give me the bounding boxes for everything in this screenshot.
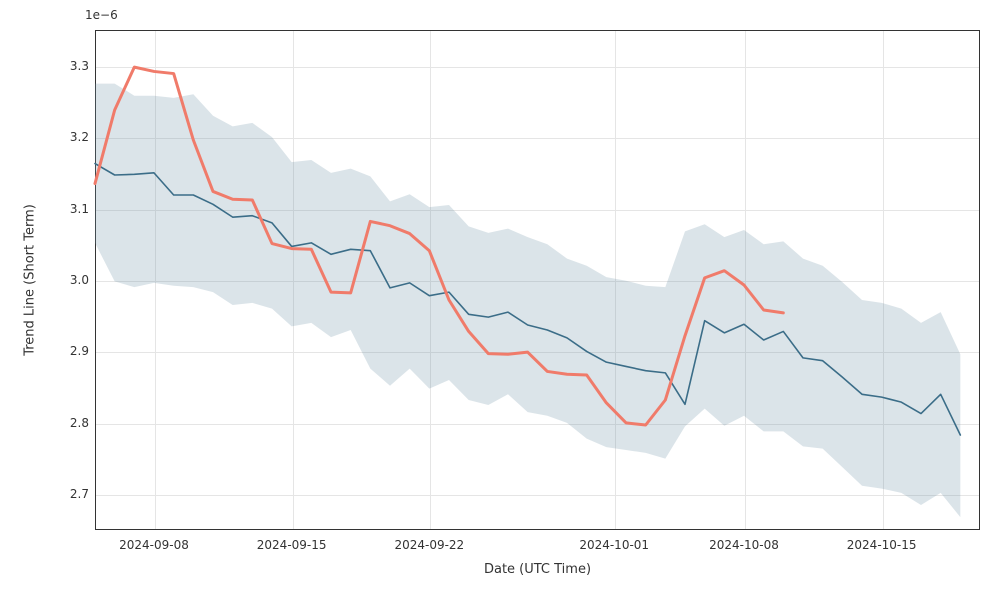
x-tick-label: 2024-10-08 <box>709 538 779 552</box>
y-tick-label: 2.8 <box>65 416 89 430</box>
chart-svg <box>95 30 980 530</box>
trend-chart: 1e−6 Date (UTC Time) Trend Line (Short T… <box>0 0 1000 600</box>
confidence-band <box>95 84 960 518</box>
y-tick-label: 2.9 <box>65 344 89 358</box>
y-axis-label: Trend Line (Short Term) <box>23 204 38 356</box>
x-tick-label: 2024-10-15 <box>847 538 917 552</box>
x-tick-label: 2024-10-01 <box>579 538 649 552</box>
y-offset-text: 1e−6 <box>85 8 118 22</box>
x-axis-label: Date (UTC Time) <box>484 562 591 577</box>
y-tick-label: 3.1 <box>65 202 89 216</box>
y-tick-label: 3.2 <box>65 130 89 144</box>
x-tick-label: 2024-09-22 <box>394 538 464 552</box>
y-tick-label: 3.0 <box>65 273 89 287</box>
y-tick-label: 2.7 <box>65 487 89 501</box>
y-tick-label: 3.3 <box>65 59 89 73</box>
x-tick-label: 2024-09-15 <box>257 538 327 552</box>
x-tick-label: 2024-09-08 <box>119 538 189 552</box>
